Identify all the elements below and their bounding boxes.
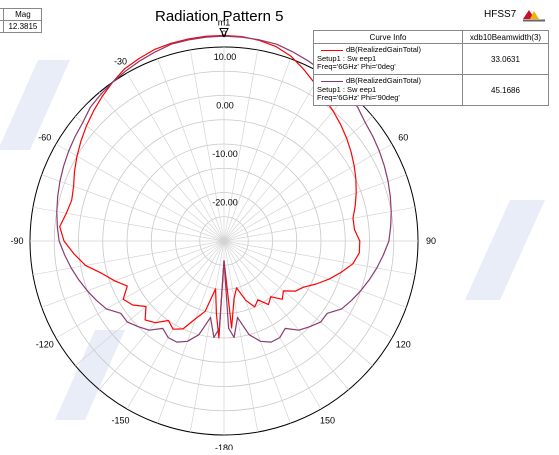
grid-spoke — [126, 72, 225, 242]
marker-m1-icon — [219, 27, 229, 38]
legend-variation: Freq='6GHz' Phi='0deg' — [317, 62, 396, 72]
legend-table: Curve Info xdb10Beamwidth(3) dB(Realized… — [313, 30, 549, 106]
grid-spoke — [32, 206, 225, 242]
radial-tick-label: -10.00 — [212, 149, 238, 159]
grid-spoke — [223, 240, 349, 390]
curve-swatch-purple — [321, 80, 343, 82]
app-name-label: HFSS7 — [484, 9, 517, 20]
grid-spoke — [223, 72, 322, 242]
grid-spoke — [75, 240, 225, 366]
grid-spoke — [99, 92, 225, 242]
legend-curve-info: dB(RealizedGainTotal) Setup1 : Sw eep1 F… — [313, 43, 463, 75]
grid-spoke — [99, 240, 225, 390]
grid-spoke — [126, 240, 225, 410]
legend-setup: Setup1 : Sw eep1 — [317, 53, 377, 63]
radial-tick-label: -20.00 — [212, 198, 238, 208]
legend-beamwidth-value: 45.1686 — [462, 74, 549, 106]
marker-table-mag: 12.3815 — [3, 20, 43, 33]
grid-spoke — [55, 143, 225, 242]
angle-tick-label: -120 — [36, 340, 54, 350]
legend-row-phi90: dB(RealizedGainTotal) Setup1 : Sw eep1 F… — [313, 74, 549, 106]
curve-swatch-red — [321, 49, 343, 51]
legend-header-curve-info: Curve Info — [313, 30, 463, 44]
grid-spoke — [55, 240, 225, 339]
chart-title: Radiation Pattern 5 — [155, 8, 284, 25]
grid-spoke — [223, 240, 407, 308]
angle-tick-label: 120 — [396, 340, 411, 350]
grid-spoke — [223, 240, 291, 424]
grid-spoke — [223, 174, 407, 242]
grid-spoke — [157, 240, 225, 424]
grid-spoke — [223, 240, 322, 410]
grid-spoke — [41, 174, 225, 242]
legend-setup: Setup1 : Sw eep1 — [317, 84, 377, 94]
grid-spoke — [75, 116, 225, 242]
angle-tick-label: -60 — [38, 133, 51, 143]
legend-curve-expression: dB(RealizedGainTotal) — [346, 76, 422, 86]
grid-spoke — [223, 240, 416, 276]
marker-table: Mag 0 12.3815 — [0, 8, 43, 33]
angle-tick-label: -90 — [10, 236, 23, 246]
legend-variation: Freq='6GHz' Phi='90deg' — [317, 93, 400, 103]
grid-spoke — [223, 206, 416, 242]
angle-tick-label: -30 — [114, 57, 127, 67]
legend-curve-info: dB(RealizedGainTotal) Setup1 : Sw eep1 F… — [313, 74, 463, 106]
angle-tick-label: 0 — [221, 29, 226, 39]
ansys-logo-icon — [523, 10, 545, 22]
angle-tick-label: 90 — [426, 236, 436, 246]
grid-spoke — [223, 143, 393, 242]
series-line-phi0 — [59, 34, 361, 339]
marker-m1-label: m1 — [218, 17, 231, 27]
grid-spoke — [223, 240, 373, 366]
grid-spoke — [223, 92, 349, 242]
legend-curve-expression: dB(RealizedGainTotal) — [346, 45, 422, 55]
grid-spoke — [32, 240, 225, 276]
legend-beamwidth-value: 33.0631 — [462, 43, 549, 75]
angle-tick-label: -150 — [111, 415, 129, 425]
grid-spoke — [223, 49, 259, 242]
grid-spoke — [157, 58, 225, 242]
marker-table-header-mag: Mag — [3, 8, 43, 21]
radial-tick-label: 0.00 — [216, 101, 234, 111]
grid-spoke — [189, 49, 225, 242]
angle-tick-label: 150 — [320, 415, 335, 425]
radial-tick-label: 10.00 — [214, 52, 237, 62]
grid-spoke — [223, 116, 373, 242]
grid-spoke — [223, 240, 393, 339]
angle-tick-label: -180 — [215, 443, 233, 450]
grid-spoke — [41, 240, 225, 308]
legend-header-beamwidth: xdb10Beamwidth(3) — [462, 30, 549, 44]
grid-spoke — [223, 58, 291, 242]
watermark-logo — [0, 60, 545, 420]
legend-row-phi0: dB(RealizedGainTotal) Setup1 : Sw eep1 F… — [313, 43, 549, 75]
grid-spoke — [223, 240, 259, 433]
grid-spoke — [189, 240, 225, 433]
angle-tick-label: 60 — [398, 133, 408, 143]
marker-table-angle: 0 — [0, 20, 5, 33]
